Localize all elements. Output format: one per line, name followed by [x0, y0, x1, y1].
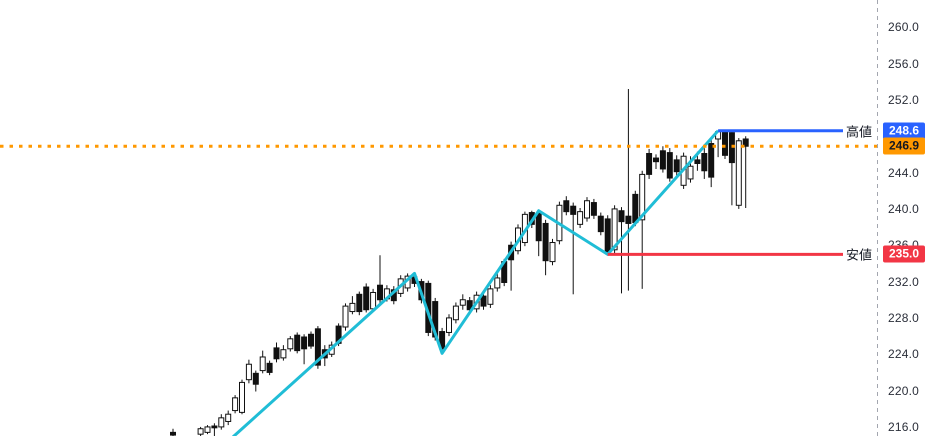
current-price-badge: 246.9	[883, 137, 925, 155]
candle-body	[604, 218, 611, 253]
candle-body	[542, 222, 549, 262]
candle-body	[452, 305, 459, 321]
candle-body	[342, 305, 349, 328]
y-axis-tick-label: 228.0	[888, 310, 920, 325]
y-axis-tick-label: 232.0	[888, 274, 920, 289]
candle-body	[618, 210, 625, 223]
candle-body	[446, 317, 452, 333]
candle-body	[245, 363, 252, 381]
candle-body	[549, 242, 556, 263]
y-axis-tick-label: 252.0	[888, 92, 920, 107]
candle-body	[480, 295, 487, 307]
candle-body	[597, 215, 604, 233]
candle-body	[742, 138, 749, 147]
candle-body	[632, 193, 639, 224]
candle-body	[563, 200, 570, 213]
candle-body	[211, 425, 218, 429]
candle-body	[294, 334, 301, 352]
y-axis-tick-label: 216.0	[888, 419, 920, 434]
candle-body	[204, 426, 211, 433]
candle-body	[225, 413, 232, 422]
candle-body	[197, 428, 204, 435]
candle-body	[273, 347, 280, 360]
candle-body	[584, 200, 590, 219]
y-axis-tick-label: 240.0	[888, 201, 920, 216]
candle-body	[466, 300, 473, 311]
candle-body	[259, 356, 266, 372]
candle-body	[570, 205, 577, 215]
candle-body	[287, 338, 294, 350]
candle-body	[363, 286, 370, 311]
candle-body	[659, 150, 666, 170]
candle-body	[252, 372, 259, 385]
zigzag-line[interactable]	[232, 129, 720, 436]
candle-body	[694, 159, 701, 165]
candle-body	[687, 165, 694, 180]
candle-body	[218, 417, 225, 428]
y-axis-tick-label: 256.0	[888, 56, 920, 71]
y-axis-tick-label: 260.0	[888, 20, 920, 35]
candle-body	[459, 299, 466, 306]
candle-body	[170, 431, 176, 436]
candle-body	[370, 291, 377, 310]
candle-body	[673, 159, 680, 173]
candle-body	[646, 153, 653, 175]
candle-body	[611, 208, 618, 251]
candle-body	[280, 349, 287, 359]
candle-body	[349, 302, 356, 313]
candle-body	[653, 157, 659, 163]
low-line-label: 安値	[846, 247, 873, 263]
candle-body	[377, 284, 383, 301]
high-price-badge: 248.6	[883, 122, 925, 140]
candle-body	[666, 152, 673, 179]
low-price-badge: 235.0	[883, 245, 925, 263]
candle-body	[701, 153, 708, 172]
candle-body	[722, 131, 728, 156]
candle-body	[639, 173, 646, 221]
candle-body	[535, 212, 542, 242]
y-axis-tick-label: 244.0	[888, 165, 920, 180]
y-axis-tick-label: 224.0	[888, 347, 920, 362]
candle-body	[356, 293, 363, 313]
high-line-label: 高値	[846, 124, 873, 140]
candle-body	[308, 333, 314, 347]
candle-body	[494, 277, 501, 289]
candle-body	[590, 202, 597, 216]
candle-body	[239, 381, 245, 413]
candle-body	[314, 328, 321, 366]
candle-body	[735, 140, 742, 206]
candle-body	[232, 397, 239, 412]
candle-body	[301, 336, 308, 350]
candle-body	[708, 143, 715, 178]
candle-body	[487, 288, 494, 305]
y-axis-tick-label: 220.0	[888, 383, 920, 398]
candle-body	[625, 215, 632, 224]
candle-body	[266, 362, 273, 373]
candle-body	[577, 211, 584, 225]
